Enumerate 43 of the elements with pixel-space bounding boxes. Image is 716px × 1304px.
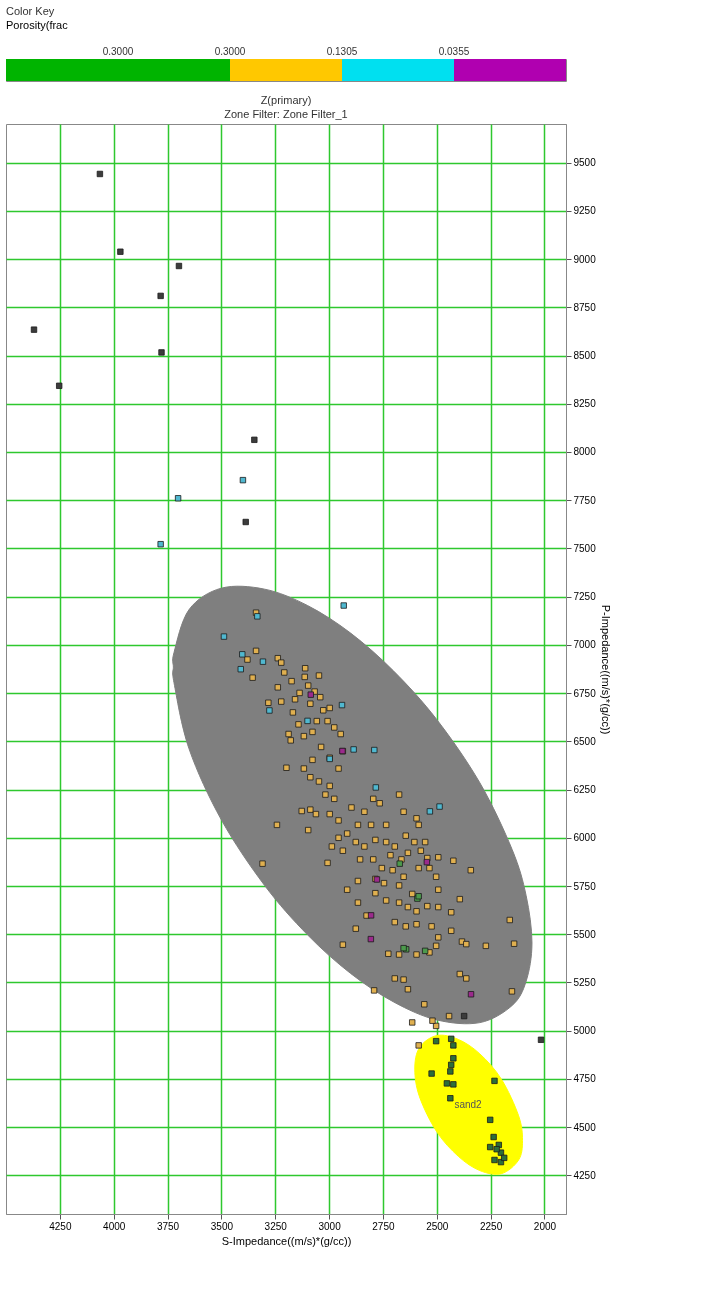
annotation: sand2 (454, 1099, 483, 1110)
y-tick-label: 5250 (573, 977, 597, 988)
y-tick-label: 4750 (573, 1073, 597, 1085)
x-tick-label: 2000 (533, 1220, 557, 1232)
x-tick-label: 3000 (318, 1220, 342, 1232)
x-tick-label: 4250 (49, 1220, 72, 1232)
y-tick-label: 8000 (573, 446, 597, 458)
y-tick-label: 8250 (573, 398, 597, 410)
chart-subtitle: Porosity(frac (6, 19, 69, 31)
text: 0.3000 (102, 46, 134, 57)
y-tick-label: 8750 (573, 301, 597, 313)
x-tick-label: 2250 (479, 1220, 503, 1232)
y-tick-label: 9250 (573, 205, 597, 217)
y-tick-label: 6000 (573, 832, 597, 844)
x-tick-label: 2750 (372, 1220, 395, 1232)
y-tick-label: 8500 (573, 350, 597, 361)
x-tick-label: 3750 (156, 1220, 180, 1232)
text: 0.1305 (326, 46, 358, 57)
y-tick-label: 7250 (573, 591, 597, 603)
y-tick-label: 6500 (573, 735, 597, 747)
x-tick-label: 3250 (264, 1220, 288, 1232)
x-axis-title: S-Impedance((m/s)*(g/cc)) (221, 1234, 352, 1247)
y-tick-label: 5000 (573, 1025, 597, 1037)
x-tick-label: 4000 (103, 1220, 126, 1232)
y-tick-label: 6750 (573, 687, 597, 699)
y-axis-title: P-Impedance((m/s)*(g/cc)) (599, 604, 612, 735)
y-tick-label: 7000 (573, 639, 597, 651)
y-tick-label: 5500 (573, 928, 597, 940)
x-tick-label: 2500 (426, 1220, 449, 1232)
y-tick-label: 9500 (573, 157, 597, 169)
y-tick-label: 6250 (573, 784, 597, 796)
y-tick-label: 4250 (573, 1169, 597, 1181)
y-tick-label: 7750 (573, 494, 597, 506)
y-tick-label: 4500 (573, 1121, 597, 1133)
chart-subtitle: Zone Filter: Zone Filter_1 (224, 108, 348, 120)
chart-title: Z(primary) (260, 94, 312, 106)
y-tick-label: 9000 (573, 253, 597, 265)
y-tick-label: 7500 (573, 542, 597, 554)
y-tick-label: 5750 (573, 880, 597, 892)
chart-title: Color Key (6, 5, 55, 17)
text: 0.3000 (214, 46, 246, 57)
x-tick-label: 3500 (210, 1220, 234, 1232)
text: 0.0355 (438, 46, 470, 57)
